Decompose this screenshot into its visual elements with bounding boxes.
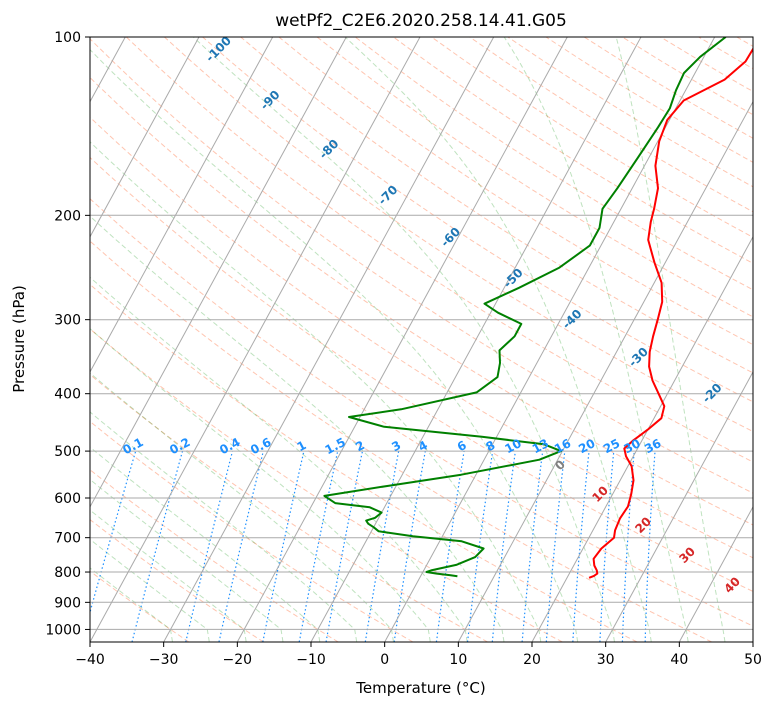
dry-adiabat-line xyxy=(240,37,753,374)
dry-adiabat-line xyxy=(90,156,753,593)
isotherm-line xyxy=(310,37,642,642)
isotherm-line xyxy=(457,100,753,642)
x-tick-label: −10 xyxy=(296,652,326,668)
grid-lines xyxy=(90,37,753,642)
mixing-ratio-line xyxy=(521,451,544,642)
isotherm-line xyxy=(163,37,495,642)
mixing-ratio-line xyxy=(90,450,137,615)
mixing-ratio-label: 13 xyxy=(530,436,551,456)
moist-adiabat-line xyxy=(90,48,579,642)
x-tick-label: 20 xyxy=(523,652,541,668)
axes: −40 −30 −20 −10 0 10 20 30 40 50 100 200 300 400 500 60… xyxy=(45,30,762,668)
moist-adiabat-line xyxy=(192,37,615,642)
mixing-ratio-line xyxy=(262,450,305,642)
y-tick-label: 900 xyxy=(54,595,81,611)
x-tick-label: −30 xyxy=(149,652,179,668)
mixing-ratio-line xyxy=(185,450,234,642)
moist-adiabat-line xyxy=(90,446,321,642)
dewpoint-line xyxy=(323,37,727,578)
isotherm-line xyxy=(90,37,421,642)
mixing-ratio-label: 10 xyxy=(502,436,523,456)
moist-adiabat-line xyxy=(503,37,689,642)
dry-adiabat-line xyxy=(90,38,753,494)
x-tick-label: 10 xyxy=(449,652,467,668)
x-tick-label: −40 xyxy=(75,652,105,668)
temperature-line xyxy=(588,47,753,579)
dry-adiabat-line xyxy=(90,518,264,642)
plot-frame xyxy=(89,36,754,643)
mixing-ratio-line xyxy=(466,451,494,642)
mixing-ratio-label: 30 xyxy=(621,436,642,456)
moist-adiabat-line xyxy=(90,276,468,642)
x-tick-label: 40 xyxy=(670,652,688,668)
y-tick-label: 600 xyxy=(54,491,81,507)
dry-adiabat-line xyxy=(90,240,712,642)
moist-adiabat-line xyxy=(90,328,431,642)
dry-adiabat-line xyxy=(90,469,339,642)
mixing-ratio-line xyxy=(572,451,590,642)
y-tick-label: 400 xyxy=(54,387,81,403)
chart-title: wetPf2_C2E6.2020.258.14.41.G05 xyxy=(275,11,567,31)
mixing-ratio-label: 16 xyxy=(552,436,573,456)
dry-adiabat-line xyxy=(90,373,488,642)
x-tick-label: 0 xyxy=(380,652,389,668)
isotherm-line xyxy=(90,37,274,373)
mixing-ratio-label: 20 xyxy=(576,436,597,456)
dry-adiabat-line xyxy=(90,570,190,642)
isotherm-line xyxy=(678,505,753,642)
mixing-ratio-line xyxy=(218,450,264,642)
dry-adiabat-line xyxy=(278,37,753,346)
mixing-ratio-line xyxy=(545,451,566,642)
isotherm-line xyxy=(605,370,753,642)
moist-adiabat-line xyxy=(90,411,358,642)
y-tick-label: 100 xyxy=(54,30,81,46)
series-group xyxy=(323,37,753,579)
dry-adiabat-line xyxy=(90,198,753,627)
dry-adiabat-line xyxy=(316,37,753,318)
y-tick-label: 1000 xyxy=(45,622,81,638)
mixing-ratio-label: 25 xyxy=(601,436,622,456)
dry-adiabat-line xyxy=(125,37,753,463)
mixing-ratio-label: 36 xyxy=(642,436,663,456)
y-tick-label: 200 xyxy=(54,208,81,224)
mixing-ratio-line xyxy=(491,451,516,642)
x-tick-label: −20 xyxy=(223,652,253,668)
y-tick-label: 800 xyxy=(54,565,81,581)
mixing-ratio-line xyxy=(393,450,426,642)
dry-adiabat-line xyxy=(354,37,753,291)
x-tick-label: 50 xyxy=(744,652,762,668)
isotherm-line xyxy=(90,37,200,238)
isotherm-line xyxy=(90,37,347,508)
isotherm-line xyxy=(531,235,753,642)
dry-adiabat-line xyxy=(90,328,563,642)
dry-adiabat-line xyxy=(90,283,638,642)
x-axis-label: Temperature (°C) xyxy=(355,679,485,697)
moist-adiabat-line xyxy=(344,37,652,642)
y-tick-label: 300 xyxy=(54,313,81,329)
x-tick-label: 30 xyxy=(597,652,615,668)
moist-adiabat-line xyxy=(90,141,542,642)
y-axis-label: Pressure (hPa) xyxy=(10,285,28,393)
moist-adiabat-line xyxy=(90,372,394,642)
isotherm-line xyxy=(236,37,568,642)
moist-adiabat-line xyxy=(90,215,505,642)
mixing-ratio-line xyxy=(435,451,465,642)
background-lines xyxy=(90,37,753,642)
y-tick-label: 700 xyxy=(54,531,81,547)
y-tick-label: 500 xyxy=(54,444,81,460)
